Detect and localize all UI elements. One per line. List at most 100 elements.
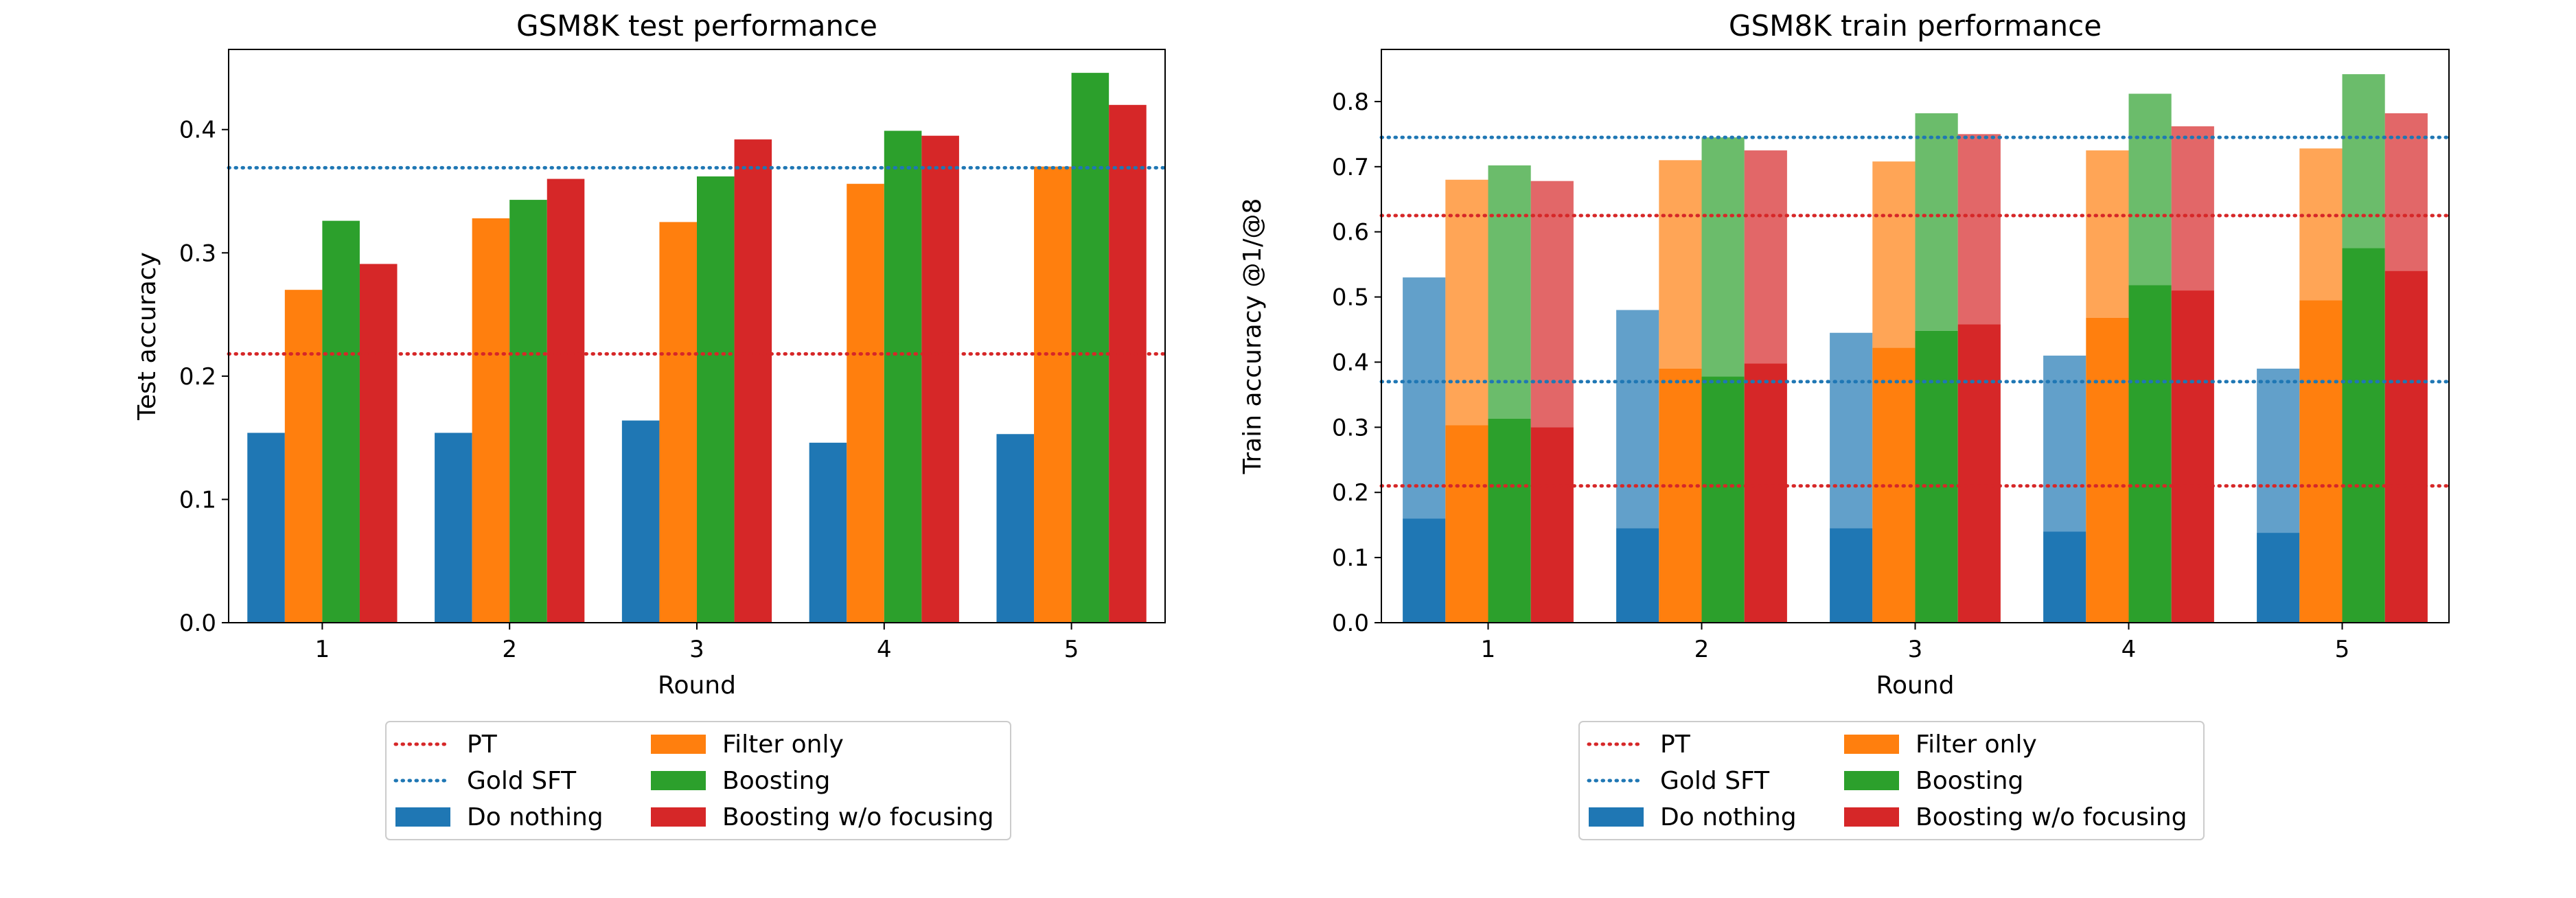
y-tick-label: 0.2 (179, 363, 216, 391)
x-tick-label: 3 (1908, 636, 1923, 663)
bar-at1 (1403, 518, 1446, 623)
legend-swatch (1844, 735, 1899, 754)
bar-at1 (2086, 317, 2129, 623)
bar (322, 220, 360, 623)
legend-label: Boosting (722, 767, 830, 795)
bar (659, 222, 697, 623)
x-axis-label: Round (1876, 671, 1955, 700)
x-tick-label: 4 (2121, 636, 2137, 663)
legend-swatch (1844, 807, 1899, 827)
chart-title: GSM8K test performance (516, 9, 877, 43)
y-tick-label: 0.2 (1332, 479, 1369, 507)
bar-at8 (1957, 134, 2001, 325)
x-tick-label: 1 (1481, 636, 1496, 663)
x-tick-label: 1 (315, 636, 330, 663)
y-tick-label: 0.3 (1332, 414, 1369, 441)
bar-at8 (1701, 137, 1745, 377)
y-tick-label: 0.0 (1332, 610, 1369, 637)
bar (847, 183, 884, 623)
test-performance-chart: GSM8K test performance 0.0 0.1 0.2 0.3 0.4 1 2 3… (133, 9, 1167, 840)
bar (247, 433, 285, 623)
bar-at1 (1957, 324, 2001, 623)
legend-swatch (651, 807, 706, 827)
bar-at1 (2128, 285, 2172, 623)
legend-swatch (1844, 771, 1899, 790)
bar (472, 218, 510, 623)
plot-frame (1381, 49, 2450, 623)
bar-at1 (1915, 330, 1958, 623)
bar (697, 176, 735, 623)
y-tick-label: 0.6 (1332, 219, 1369, 246)
x-tick-label: 3 (689, 636, 704, 663)
x-tick-label: 4 (877, 636, 892, 663)
y-axis-label: Test accuracy (133, 252, 161, 421)
x-tick-label: 2 (1694, 636, 1710, 663)
bar (809, 442, 847, 623)
bar-at8 (1915, 113, 1958, 331)
legend-label: Gold SFT (467, 767, 577, 795)
bar-at1 (2257, 533, 2300, 623)
y-tick-label: 0.7 (1332, 154, 1369, 181)
bar-at8 (1659, 160, 1702, 369)
bar-at8 (1488, 165, 1531, 419)
legend-label: Filter only (722, 730, 844, 759)
legend-label: Boosting w/o focusing (722, 803, 994, 831)
legend-swatch (651, 735, 706, 754)
bar (284, 290, 323, 623)
bar-at8 (2043, 355, 2086, 532)
bar-at8 (2384, 113, 2428, 271)
bar (435, 433, 472, 623)
y-tick-label: 0.5 (1332, 284, 1369, 312)
bar-at8 (1872, 161, 1916, 348)
y-tick-label: 0.8 (1332, 89, 1369, 116)
bar-at1 (1659, 368, 1702, 623)
bar-at8 (1616, 310, 1659, 529)
y-tick-label: 0.4 (1332, 349, 1369, 376)
bar (884, 130, 922, 623)
legend-label: Do nothing (1660, 803, 1797, 831)
legend-label: Boosting w/o focusing (1916, 803, 2187, 831)
bar-at8 (2128, 93, 2172, 286)
bar-at1 (1616, 528, 1659, 623)
x-tick-label: 2 (502, 636, 517, 663)
chart-title: GSM8K train performance (1729, 9, 2102, 43)
bar-at8 (1530, 181, 1574, 428)
bar-at1 (1488, 419, 1531, 623)
bar-at1 (2384, 270, 2428, 623)
bar-at1 (1530, 427, 1574, 623)
y-tick-label: 0.3 (179, 240, 216, 267)
legend-label: PT (1660, 730, 1691, 759)
legend-label: Filter only (1916, 730, 2037, 759)
y-tick-label: 0.1 (1332, 544, 1369, 572)
bar-at8 (2257, 368, 2300, 533)
bar-at1 (2171, 290, 2214, 623)
bar-at1 (2043, 531, 2086, 623)
y-tick-label: 0.0 (179, 610, 216, 637)
bar-at1 (1701, 376, 1745, 623)
bar-at8 (1403, 277, 1446, 519)
plot-frame (228, 49, 1166, 623)
y-tick-label: 0.1 (179, 486, 216, 514)
bar-at8 (2171, 126, 2214, 291)
bar-at8 (2342, 74, 2385, 249)
bar-at1 (1445, 425, 1488, 623)
bar (734, 139, 772, 623)
bar (1109, 104, 1147, 623)
legend-swatch (395, 807, 450, 827)
bar-at8 (1744, 150, 1787, 364)
y-tick-label: 0.4 (179, 117, 216, 144)
legend-swatch (651, 771, 706, 790)
bar (921, 135, 959, 623)
legend-label: Gold SFT (1660, 767, 1770, 795)
bar-at8 (2086, 150, 2129, 318)
train-performance-chart: GSM8K train performance 0.0 0.1 0.2 0.3 0.4 0.… (1239, 9, 2451, 840)
legend-label: Do nothing (467, 803, 603, 831)
bar-at1 (2342, 248, 2385, 623)
bar (359, 264, 398, 623)
bar (621, 420, 660, 623)
bar (1034, 166, 1072, 623)
legend-label: PT (467, 730, 498, 759)
bar (1071, 73, 1109, 623)
